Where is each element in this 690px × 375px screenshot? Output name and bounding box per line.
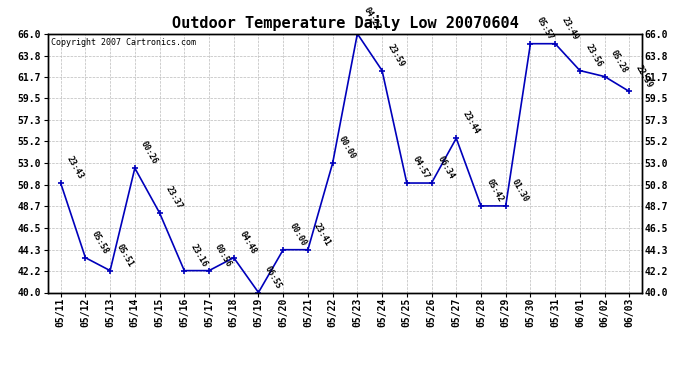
Text: Copyright 2007 Cartronics.com: Copyright 2007 Cartronics.com — [51, 38, 196, 46]
Text: 23:43: 23:43 — [65, 155, 85, 181]
Text: 00:00: 00:00 — [337, 135, 357, 161]
Text: 04:22: 04:22 — [362, 5, 382, 32]
Text: 01:30: 01:30 — [510, 178, 530, 204]
Text: 23:56: 23:56 — [584, 42, 604, 68]
Text: 23:49: 23:49 — [560, 15, 580, 42]
Text: 00:26: 00:26 — [139, 140, 159, 166]
Text: 05:42: 05:42 — [485, 178, 506, 204]
Text: 23:59: 23:59 — [386, 42, 406, 68]
Text: 05:51: 05:51 — [115, 242, 135, 268]
Text: 23:16: 23:16 — [188, 242, 209, 268]
Text: 23:44: 23:44 — [460, 110, 481, 136]
Text: 23:37: 23:37 — [164, 184, 184, 211]
Text: 04:48: 04:48 — [238, 230, 258, 255]
Title: Outdoor Temperature Daily Low 20070604: Outdoor Temperature Daily Low 20070604 — [172, 15, 518, 31]
Text: 22:39: 22:39 — [633, 63, 654, 89]
Text: 00:56: 00:56 — [213, 242, 233, 268]
Text: 00:00: 00:00 — [287, 221, 308, 248]
Text: 06:55: 06:55 — [263, 264, 283, 290]
Text: 05:28: 05:28 — [609, 48, 629, 74]
Text: 05:58: 05:58 — [90, 230, 110, 255]
Text: 23:41: 23:41 — [312, 221, 333, 248]
Text: 05:57: 05:57 — [535, 15, 555, 42]
Text: 06:34: 06:34 — [435, 155, 456, 181]
Text: 04:57: 04:57 — [411, 155, 431, 181]
